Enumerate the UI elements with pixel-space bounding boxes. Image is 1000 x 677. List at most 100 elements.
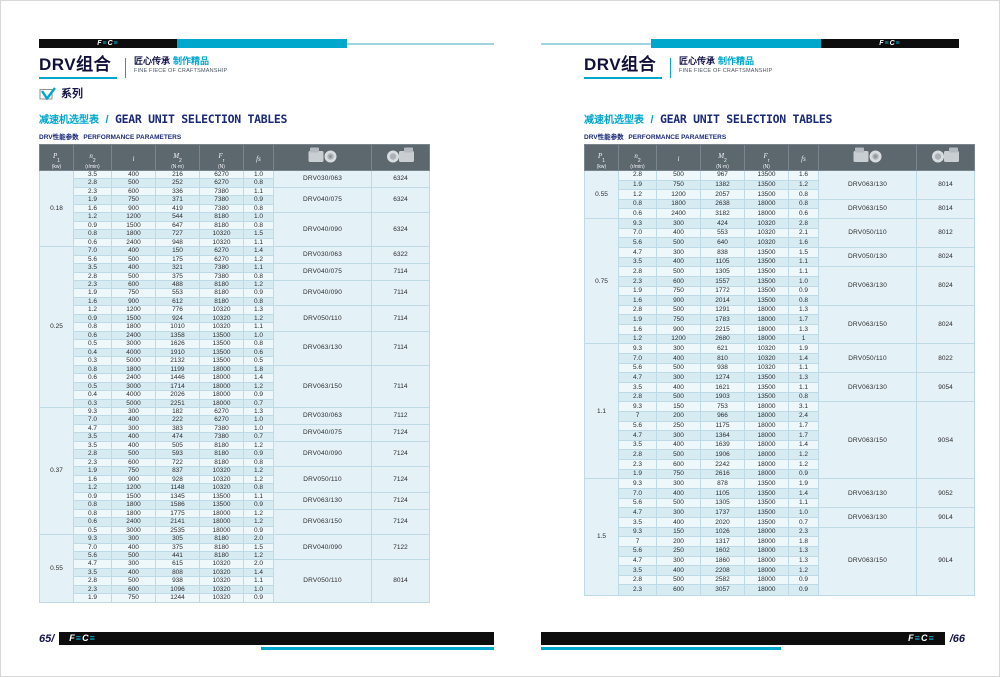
fs-cell: 1.3 [788, 545, 819, 557]
i-cell: 600 [656, 275, 701, 287]
f-cell: 13500 [199, 491, 244, 502]
n2-cell: 4.7 [618, 247, 657, 258]
f-cell: 13500 [744, 295, 789, 306]
m2-cell: 2242 [700, 459, 745, 470]
f-cell: 8180 [199, 550, 244, 561]
f-cell: 13500 [744, 247, 789, 258]
f-cell: 13500 [744, 266, 789, 277]
f-cell: 7380 [199, 263, 244, 273]
n2-cell: 2.8 [618, 391, 657, 403]
model-cell: DRV040/090 [273, 440, 372, 468]
fs-cell: 1.7 [788, 314, 819, 326]
motor-cell: 6324 [371, 212, 430, 248]
f-cell: 18000 [744, 468, 789, 480]
section-title-en: GEAR UNIT SELECTION TABLES [114, 111, 288, 126]
fs-cell: 0.8 [243, 483, 274, 493]
n2-cell: 2.8 [618, 304, 657, 316]
n2-cell: 0.8 [73, 508, 112, 519]
m2-cell: 1148 [155, 483, 200, 493]
section-title-cn: 减速机选型表 [39, 114, 99, 126]
m2-cell: 1199 [155, 364, 200, 375]
f-cell: 10320 [744, 227, 789, 239]
n2-cell: 7 [618, 410, 657, 422]
model-cell: DRV063/150 [818, 401, 917, 480]
motor-cell: 90L4 [916, 526, 975, 596]
f-cell: 8180 [199, 212, 244, 222]
f-cell: 13500 [744, 507, 789, 518]
n2-cell: 0.9 [73, 491, 112, 502]
f-cell: 18000 [199, 398, 244, 409]
table-row: 2.8 500 938 10320 1.1 [40, 576, 430, 586]
table-row: 3.5 400 321 7380 1.1 DRV040/075 7114 [40, 263, 430, 281]
col-header-n: n2 (r/min) [618, 143, 657, 171]
series-row: 系列 [39, 86, 429, 101]
n2-cell: 9.3 [618, 401, 657, 412]
fs-cell: 1.4 [243, 246, 274, 256]
section-title-sep: / [105, 113, 109, 126]
i-cell: 5000 [111, 398, 156, 409]
footer-accent-line [541, 647, 781, 650]
col-header-i: i [111, 143, 156, 171]
fs-cell: 1.2 [788, 179, 819, 191]
table-row: 3.5 400 1621 13500 1.1 [585, 381, 975, 393]
m2-cell: 2215 [700, 324, 745, 335]
table-row: 1.6 900 928 10320 1.2 [40, 474, 430, 485]
n2-cell: 7.0 [618, 353, 657, 364]
m2-cell: 1358 [155, 330, 200, 341]
col-header-f: Fr (N) [199, 143, 244, 171]
fs-cell: 0.9 [243, 195, 274, 205]
n2-cell: 1.2 [73, 212, 112, 222]
i-cell: 400 [111, 169, 156, 180]
f-cell: 18000 [744, 333, 789, 345]
f-cell: 18000 [744, 584, 789, 596]
table-row: 1.5 9.3 300 878 13500 1.9 DRV063/130 9052 [584, 478, 975, 596]
n2-cell: 0.3 [73, 356, 112, 366]
fs-cell: 0.9 [788, 574, 819, 586]
f-cell: 13500 [744, 497, 789, 509]
fs-cell: 1.3 [243, 406, 274, 417]
table-row: 1.9 750 371 7380 0.9 [40, 195, 430, 205]
n2-cell: 1.9 [618, 285, 657, 297]
fs-cell: 0.9 [243, 288, 274, 298]
performance-table: P1 (kw) n2 (r/min) i M2 (N·m) Fr (N) fs 0.18 3.5 400… [39, 143, 430, 603]
motor-cell: 6324 [371, 186, 430, 214]
n2-cell: 1.6 [73, 203, 112, 214]
i-cell: 400 [111, 263, 156, 273]
m2-cell: 424 [700, 218, 745, 229]
n2-cell: 2.8 [73, 449, 112, 459]
i-cell: 500 [656, 266, 701, 277]
fs-cell: 1.2 [788, 565, 819, 576]
i-cell: 600 [656, 459, 701, 470]
table-row: 1.2 1200 776 10320 1.3 DRV050/110 7114 [40, 305, 430, 332]
f-cell: 8180 [199, 296, 244, 307]
fs-cell: 1.4 [788, 353, 819, 364]
fs-cell: 0.7 [243, 432, 274, 442]
i-cell: 500 [111, 550, 156, 561]
table-row: 0.8 1800 1775 18000 1.2 DRV063/150 7124 [40, 508, 430, 536]
f-cell: 8180 [199, 449, 244, 459]
table-row: 0.55 9.3 300 305 8180 2.0 DRV040/090 7122 [39, 534, 430, 603]
f-cell: 13500 [744, 372, 789, 383]
f-cell: 6270 [199, 169, 244, 180]
i-cell: 400 [111, 542, 156, 552]
f-cell: 13500 [744, 285, 789, 297]
model-cell: DRV063/150 [273, 364, 372, 409]
f-cell: 18000 [744, 314, 789, 326]
m2-cell: 1364 [700, 430, 745, 441]
model-cell: DRV063/130 [818, 507, 917, 528]
n2-cell: 1.9 [618, 314, 657, 326]
top-brand-bar-right: F ≡ C ≡ [541, 39, 959, 48]
n2-cell: 0.9 [73, 220, 112, 231]
fs-cell: 1.2 [243, 466, 274, 476]
motor-cell: 7124 [371, 491, 430, 510]
n2-cell: 0.6 [73, 373, 112, 383]
fs-cell: 0.5 [243, 356, 274, 366]
i-cell: 1800 [111, 500, 156, 510]
n2-cell: 1.6 [618, 324, 657, 335]
table-row: 2.3 600 488 8180 1.2 DRV040/090 7114 [40, 279, 430, 307]
n2-cell: 1.6 [73, 474, 112, 485]
n2-cell: 0.3 [73, 398, 112, 409]
f-cell: 13500 [199, 330, 244, 341]
table-row: 2.8 500 375 7380 0.8 [40, 271, 430, 281]
n2-cell: 5.6 [618, 420, 657, 432]
